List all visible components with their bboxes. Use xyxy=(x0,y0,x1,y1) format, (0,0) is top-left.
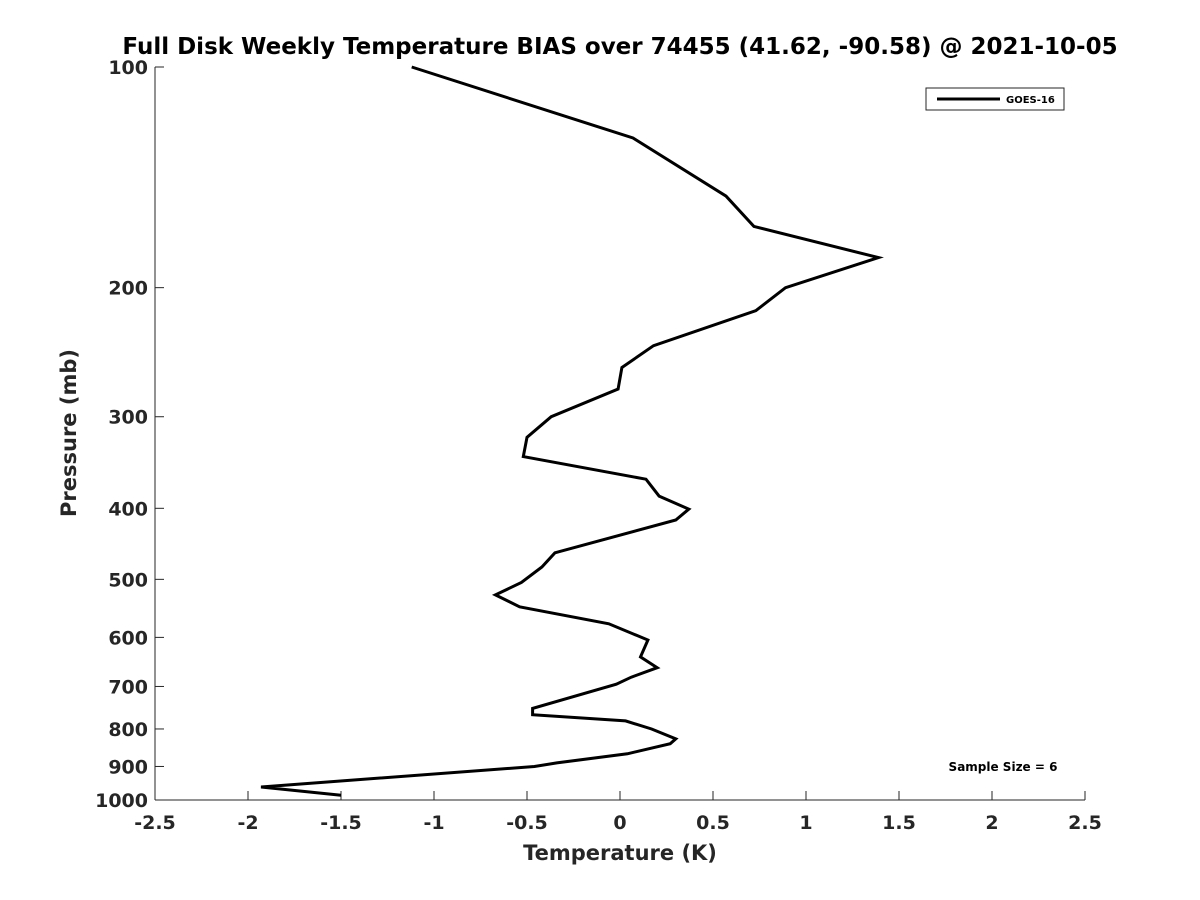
x-tick-label: 2.5 xyxy=(1068,812,1102,834)
sample-size-annotation: Sample Size = 6 xyxy=(949,760,1058,774)
y-tick-label: 500 xyxy=(108,569,148,591)
y-tick-label: 200 xyxy=(108,278,148,300)
x-tick-label: -1.5 xyxy=(320,812,362,834)
x-tick-label: -2 xyxy=(237,812,258,834)
x-tick-label: 1.5 xyxy=(882,812,916,834)
y-tick-label: 400 xyxy=(108,498,148,520)
y-tick-label: 100 xyxy=(108,57,148,79)
legend: GOES-16 xyxy=(925,87,1065,111)
y-tick-label: 300 xyxy=(108,407,148,429)
x-tick-label: -0.5 xyxy=(506,812,548,834)
y-tick-label: 700 xyxy=(108,676,148,698)
x-axis-label: Temperature (K) xyxy=(523,841,717,865)
y-axis-ticks: 100 200 300 400 500 600 700 800 900 1000 xyxy=(95,57,164,812)
x-tick-label: 2 xyxy=(985,812,998,834)
legend-entry-goes-16: GOES-16 xyxy=(1006,95,1055,106)
y-axis-label: Pressure (mb) xyxy=(57,349,81,517)
y-tick-label: 800 xyxy=(108,719,148,741)
y-tick-label: 1000 xyxy=(95,790,148,812)
y-tick-label: 600 xyxy=(108,627,148,649)
chart-title: Full Disk Weekly Temperature BIAS over 7… xyxy=(122,34,1117,60)
x-tick-label: -2.5 xyxy=(134,812,176,834)
y-tick-label: 900 xyxy=(108,756,148,778)
x-axis-ticks: -2.5 -2 -1.5 -1 -0.5 0 0.5 1 1.5 2 2.5 xyxy=(134,791,1102,834)
x-tick-label: 0 xyxy=(613,812,626,834)
series-line-goes-16 xyxy=(260,65,884,797)
x-tick-label: -1 xyxy=(423,812,444,834)
x-tick-label: 1 xyxy=(799,812,812,834)
x-tick-label: 0.5 xyxy=(696,812,730,834)
plot-area xyxy=(154,67,1085,801)
